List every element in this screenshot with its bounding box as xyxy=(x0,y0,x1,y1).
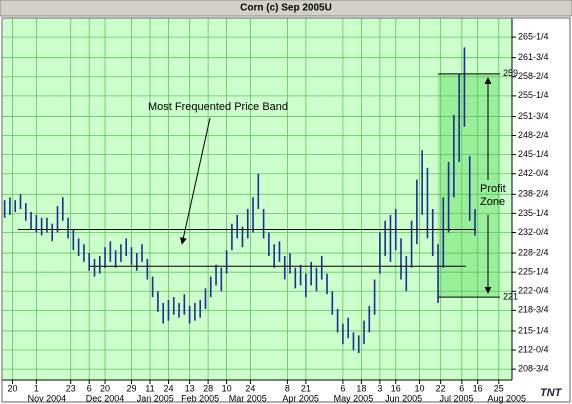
y-tick-label: 238-2/4 xyxy=(518,189,549,199)
y-tick-label: 258-2/4 xyxy=(518,71,549,81)
y-tick-label: 225-1/4 xyxy=(518,267,549,277)
x-tick-label: 20 xyxy=(8,383,18,393)
y-tick-label: 228-2/4 xyxy=(518,247,549,257)
x-tick-label: 1 xyxy=(34,383,39,393)
x-tick-label: 22 xyxy=(436,383,446,393)
month-label: Aug 2005 xyxy=(487,393,526,403)
zone-label: Profit xyxy=(480,183,506,195)
x-tick-label: 8 xyxy=(285,383,290,393)
x-tick-label: 20 xyxy=(100,383,110,393)
zone-value: 259 xyxy=(503,68,518,78)
y-tick-label: 222-0/4 xyxy=(518,286,549,296)
y-tick-label: 255-1/4 xyxy=(518,90,549,100)
month-label: May 2005 xyxy=(334,393,374,403)
zone-value: 221 xyxy=(503,292,518,302)
month-label: Apr 2005 xyxy=(282,393,319,403)
x-tick-label: 10 xyxy=(222,383,232,393)
month-label: Dec 2004 xyxy=(86,393,125,403)
chart-title: Corn (c) Sep 2005U xyxy=(240,3,332,14)
month-label: Jan 2005 xyxy=(137,393,174,403)
y-tick-label: 212-0/4 xyxy=(518,344,549,354)
x-tick-label: 3 xyxy=(377,383,382,393)
y-tick-label: 215-1/4 xyxy=(518,325,549,335)
title-bar xyxy=(0,0,572,17)
x-tick-label: 18 xyxy=(356,383,366,393)
month-label: Jul 2005 xyxy=(439,393,473,403)
y-tick-label: 242-0/4 xyxy=(518,168,549,178)
y-tick-label: 232-0/4 xyxy=(518,227,549,237)
x-tick-label: 28 xyxy=(203,383,213,393)
annotation: Most Frequented Price Band xyxy=(148,101,288,113)
y-tick-label: 218-3/4 xyxy=(518,305,549,315)
month-label: Mar 2005 xyxy=(229,393,267,403)
y-tick-label: 265-1/4 xyxy=(518,31,549,41)
month-label: Jun 2005 xyxy=(385,393,422,403)
zone-label: Zone xyxy=(480,196,505,208)
logo: TNT xyxy=(540,387,563,399)
y-tick-label: 235-1/4 xyxy=(518,208,549,218)
x-tick-label: 23 xyxy=(66,383,76,393)
y-tick-label: 245-1/4 xyxy=(518,149,549,159)
x-tick-label: 6 xyxy=(459,383,464,393)
plot-border xyxy=(1,17,571,403)
x-tick-label: 6 xyxy=(87,383,92,393)
month-label: Feb 2005 xyxy=(181,393,219,403)
y-tick-label: 261-3/4 xyxy=(518,52,549,62)
month-label: Nov 2004 xyxy=(28,393,67,403)
y-tick-label: 248-2/4 xyxy=(518,130,549,140)
x-tick-label: 21 xyxy=(301,383,311,393)
x-tick-label: 29 xyxy=(126,383,136,393)
x-tick-label: 6 xyxy=(340,383,345,393)
x-tick-label: 25 xyxy=(494,383,504,393)
x-tick-label: 13 xyxy=(185,383,195,393)
x-tick-label: 24 xyxy=(245,383,255,393)
x-tick-label: 10 xyxy=(415,383,425,393)
y-tick-label: 208-3/4 xyxy=(518,364,549,374)
x-tick-label: 24 xyxy=(163,383,173,393)
x-tick-label: 16 xyxy=(473,383,483,393)
plot-background xyxy=(2,18,512,380)
annotation-arrow xyxy=(179,117,211,245)
x-tick-label: 11 xyxy=(145,383,154,393)
x-tick-label: 16 xyxy=(391,383,401,393)
y-tick-label: 251-3/4 xyxy=(518,111,549,121)
